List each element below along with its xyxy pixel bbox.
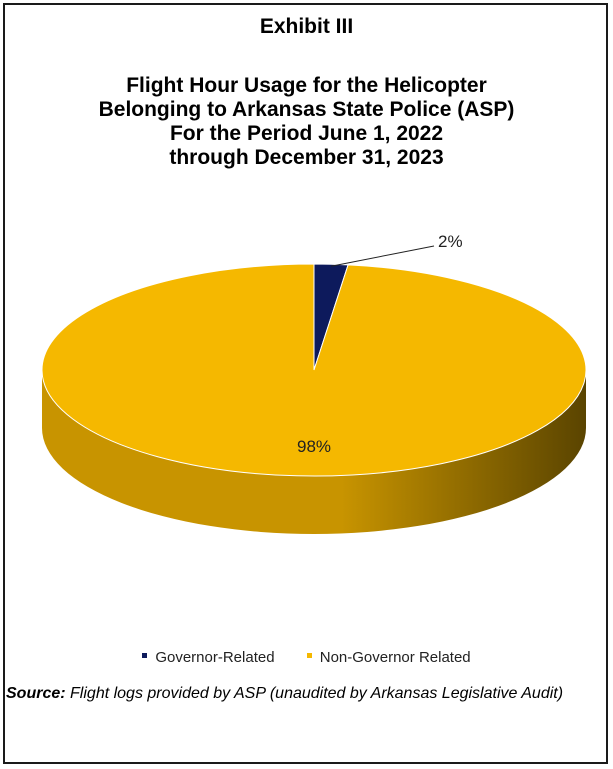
pie-side-wall	[42, 370, 586, 534]
legend-label-non-governor: Non-Governor Related	[319, 649, 471, 666]
legend-swatch-non-governor	[306, 652, 312, 658]
source-label: Source:	[6, 685, 66, 702]
title-line-4: through December 31, 2023	[169, 146, 444, 169]
legend-item-governor: Governor-Related	[142, 649, 275, 666]
legend-label-governor: Governor-Related	[155, 649, 275, 666]
exhibit-label: Exhibit III	[259, 15, 354, 38]
title-line-1: Flight Hour Usage for the Helicopter	[126, 74, 487, 97]
leader-line-governor	[330, 245, 435, 267]
chart-legend: Governor-Related Non-Governor Related	[0, 649, 613, 666]
pie-slice-non-governor	[41, 263, 587, 477]
source-note: Source: Flight logs provided by ASP (una…	[6, 684, 596, 704]
chart-title: Flight Hour Usage for the Helicopter Bel…	[0, 74, 613, 170]
legend-swatch-governor	[142, 652, 148, 658]
title-line-3: For the Period June 1, 2022	[169, 122, 444, 145]
data-label-governor: 2%	[438, 232, 463, 251]
title-line-2: Belonging to Arkansas State Police (ASP)	[98, 98, 515, 121]
pie-group: 2% 98%	[41, 232, 587, 534]
source-text: Flight logs provided by ASP (unaudited b…	[70, 685, 564, 702]
legend-item-non-governor: Non-Governor Related	[306, 649, 471, 666]
data-label-non-governor: 98%	[297, 437, 331, 456]
